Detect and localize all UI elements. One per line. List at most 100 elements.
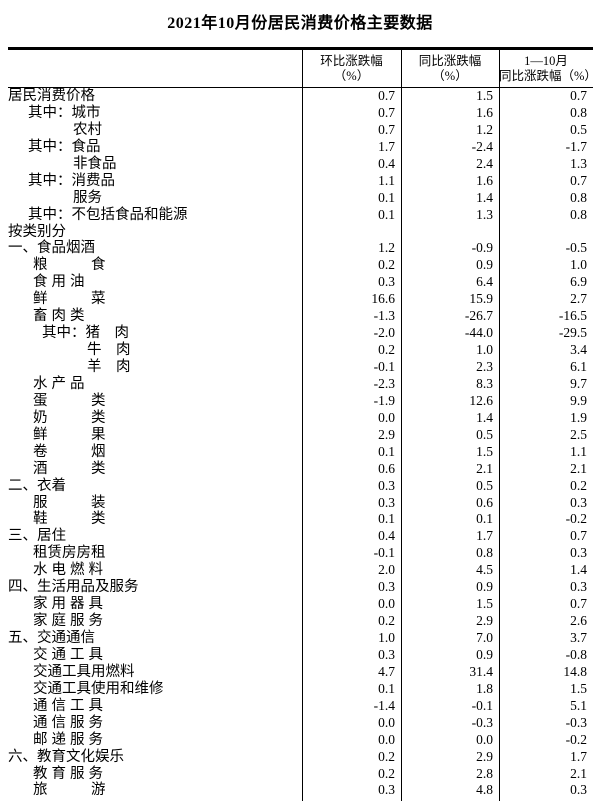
cell-yoy: 2.9 bbox=[476, 613, 493, 629]
row-label-cell: 水电燃料 bbox=[8, 562, 302, 579]
cell-ytd: 0.3 bbox=[570, 494, 587, 510]
table-row: 卷 烟 0.1 1.5 1.1 bbox=[8, 444, 593, 461]
cell-yoy: 1.6 bbox=[476, 104, 493, 120]
row-label: 家用器具 bbox=[33, 596, 107, 613]
row-label-cell: 酒 类 bbox=[8, 461, 302, 478]
row-label: 蛋 类 bbox=[33, 392, 106, 409]
row-label: 五、交通通信 bbox=[8, 630, 95, 646]
row-label: 其中：食品 bbox=[28, 138, 101, 155]
header-col-mom-line2: （%） bbox=[333, 68, 370, 83]
row-label-cell: 家用器具 bbox=[8, 596, 302, 613]
cell-mom: 1.2 bbox=[378, 240, 395, 256]
cell-yoy: 1.6 bbox=[476, 172, 493, 188]
table-vline bbox=[302, 50, 303, 801]
table-row: 水产品 -2.3 8.3 9.7 bbox=[8, 376, 593, 393]
cell-ytd: 1.4 bbox=[570, 562, 587, 578]
table-row: 交通工具使用和维修 0.1 1.8 1.5 bbox=[8, 681, 593, 698]
table-row: 奶 类 0.0 1.4 1.9 bbox=[8, 410, 593, 427]
row-label-cell: 卷 烟 bbox=[8, 444, 302, 461]
row-label: 交通工具使用和维修 bbox=[33, 680, 164, 697]
cell-yoy: 0.9 bbox=[476, 646, 493, 662]
cell-mom: -1.9 bbox=[373, 392, 395, 408]
header-col-mom-line1: 环比涨跌幅 bbox=[320, 53, 383, 68]
row-label-cell: 家庭服务 bbox=[8, 613, 302, 630]
cell-ytd: 0.7 bbox=[570, 172, 587, 188]
table-row: 二、衣着 0.3 0.5 0.2 bbox=[8, 478, 593, 495]
table-vline bbox=[499, 50, 500, 801]
cell-ytd: 14.8 bbox=[563, 663, 587, 679]
row-label-cell: 教育服务 bbox=[8, 766, 302, 783]
cell-ytd: 9.9 bbox=[570, 392, 587, 408]
table-row: 租赁房房租 -0.1 0.8 0.3 bbox=[8, 545, 593, 562]
cell-mom: 0.0 bbox=[378, 731, 395, 747]
cell-ytd: -1.7 bbox=[565, 138, 587, 154]
table-row: 一、食品烟酒 1.2 -0.9 -0.5 bbox=[8, 240, 593, 257]
row-label: 酒 类 bbox=[33, 460, 106, 477]
cell-yoy: 0.0 bbox=[476, 731, 493, 747]
cell-yoy: 1.5 bbox=[476, 443, 493, 459]
cell-mom: 0.3 bbox=[378, 274, 395, 290]
table-row: 蛋 类 -1.9 12.6 9.9 bbox=[8, 393, 593, 410]
table-row: 五、交通通信 1.0 7.0 3.7 bbox=[8, 630, 593, 647]
cell-mom: -0.1 bbox=[373, 359, 395, 374]
cell-ytd: -0.2 bbox=[565, 511, 587, 527]
cell-yoy: 0.6 bbox=[476, 494, 493, 510]
cell-ytd: 6.1 bbox=[570, 359, 587, 374]
cell-yoy: 12.6 bbox=[469, 392, 493, 408]
cell-yoy: 1.4 bbox=[476, 189, 493, 205]
table-row: 非食品 0.4 2.4 1.3 bbox=[8, 156, 593, 173]
cell-yoy: 8.3 bbox=[476, 375, 493, 391]
row-label: 服 装 bbox=[33, 494, 106, 511]
cell-mom: 0.1 bbox=[378, 511, 395, 527]
table-row: 酒 类 0.6 2.1 2.1 bbox=[8, 461, 593, 478]
row-label: 农村 bbox=[73, 121, 102, 138]
cell-mom: 0.0 bbox=[378, 409, 395, 425]
table-row: 羊 肉 -0.1 2.3 6.1 bbox=[8, 359, 593, 376]
cell-ytd: 0.2 bbox=[570, 477, 587, 493]
cell-mom: 0.0 bbox=[378, 714, 395, 730]
cell-ytd: 1.5 bbox=[570, 680, 587, 696]
row-label-cell: 三、居住 bbox=[8, 528, 302, 545]
row-label-cell: 其中：城市 bbox=[8, 105, 302, 122]
row-label: 其中：猪 肉 bbox=[42, 325, 129, 342]
cell-mom: 16.6 bbox=[371, 291, 395, 307]
table-row: 其中：猪 肉 -2.0 -44.0 -29.5 bbox=[8, 325, 593, 342]
row-label: 三、居住 bbox=[8, 528, 66, 545]
cell-mom: 0.7 bbox=[378, 88, 395, 103]
cell-ytd: 1.7 bbox=[570, 748, 587, 764]
cell-mom: -1.4 bbox=[373, 697, 395, 713]
cell-ytd: 0.3 bbox=[570, 782, 587, 798]
header-col-ytd: 1—10月 同比涨跌幅（%） bbox=[499, 50, 597, 87]
row-label-cell: 通信服务 bbox=[8, 715, 302, 732]
row-label-cell: 食用油 bbox=[8, 274, 302, 291]
row-label: 其中：不包括食品和能源 bbox=[28, 206, 188, 223]
cell-yoy: 0.9 bbox=[476, 579, 493, 595]
row-label-cell: 奶 类 bbox=[8, 410, 302, 427]
cell-mom: -1.3 bbox=[373, 308, 395, 324]
cell-mom: 0.0 bbox=[378, 596, 395, 612]
row-label: 水产品 bbox=[33, 375, 89, 392]
cell-yoy: 1.3 bbox=[476, 206, 493, 222]
cell-mom: 0.7 bbox=[378, 121, 395, 137]
cell-ytd: 5.1 bbox=[570, 697, 587, 713]
row-label: 服务 bbox=[73, 189, 102, 206]
table-row: 交通工具用燃料 4.7 31.4 14.8 bbox=[8, 664, 593, 681]
table-row: 通信服务 0.0 -0.3 -0.3 bbox=[8, 715, 593, 732]
cell-ytd: 2.1 bbox=[570, 765, 587, 781]
table-row: 旅 游 0.3 4.8 0.3 bbox=[8, 782, 593, 799]
cell-ytd: 0.8 bbox=[570, 189, 587, 205]
row-label-cell: 农村 bbox=[8, 122, 302, 139]
cell-mom: 0.2 bbox=[378, 765, 395, 781]
table-row: 其中：食品 1.7 -2.4 -1.7 bbox=[8, 139, 593, 156]
table-row: 水电燃料 2.0 4.5 1.4 bbox=[8, 562, 593, 579]
cell-yoy: -26.7 bbox=[464, 308, 493, 324]
cell-ytd: 2.5 bbox=[570, 426, 587, 442]
cell-yoy: 2.8 bbox=[476, 765, 493, 781]
cell-mom: 0.2 bbox=[378, 342, 395, 358]
cell-ytd: -0.5 bbox=[565, 240, 587, 256]
row-label-cell: 鲜 菜 bbox=[8, 291, 302, 308]
row-label: 奶 类 bbox=[33, 409, 106, 426]
row-label-cell: 通信工具 bbox=[8, 698, 302, 715]
cell-ytd: 1.0 bbox=[570, 257, 587, 273]
cell-yoy: 1.4 bbox=[476, 409, 493, 425]
